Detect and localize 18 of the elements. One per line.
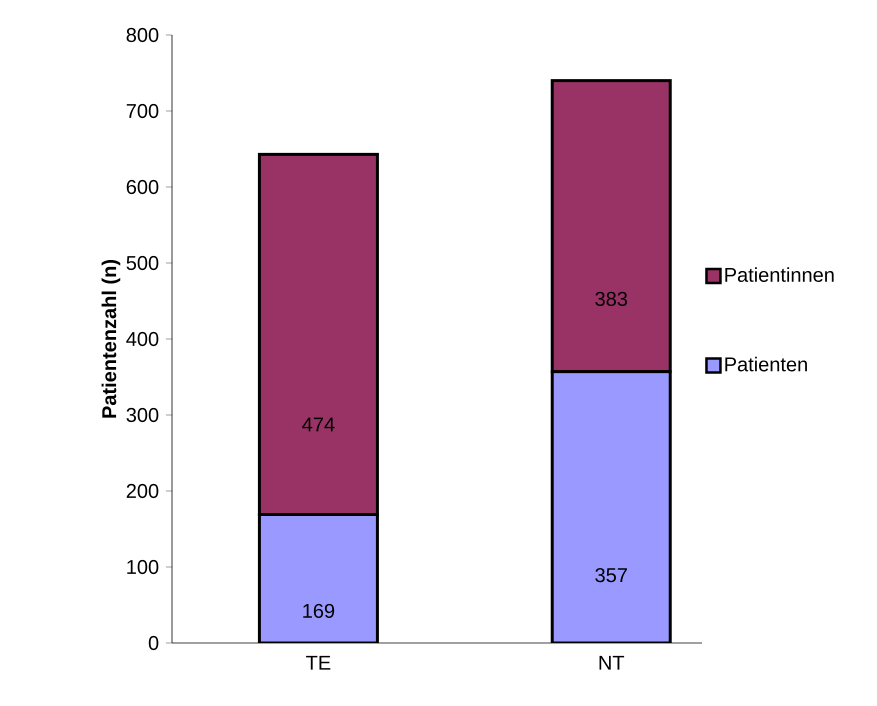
y-tick-label: 300	[126, 408, 158, 422]
y-tick-label: 0	[148, 636, 158, 650]
y-tick-label: 700	[126, 104, 158, 118]
legend-label: Patientinnen	[725, 267, 834, 282]
y-tick-label: 100	[127, 560, 158, 574]
x-tick-label: NT	[600, 656, 624, 670]
data-label: 383	[595, 292, 628, 306]
y-axis-title: Patientenzahl (n)	[102, 260, 120, 418]
y-tick-label: 200	[126, 484, 158, 498]
y-tick-label: 400	[126, 332, 158, 346]
data-label: 169	[303, 604, 334, 618]
x-tick-label: TE	[306, 656, 330, 670]
y-tick-label: 600	[126, 180, 158, 194]
y-tick-label: 800	[126, 28, 158, 42]
legend-label: Patienten	[725, 356, 807, 372]
y-tick-label: 500	[126, 256, 158, 270]
data-label: 357	[595, 568, 627, 582]
data-label: 474	[302, 418, 335, 432]
